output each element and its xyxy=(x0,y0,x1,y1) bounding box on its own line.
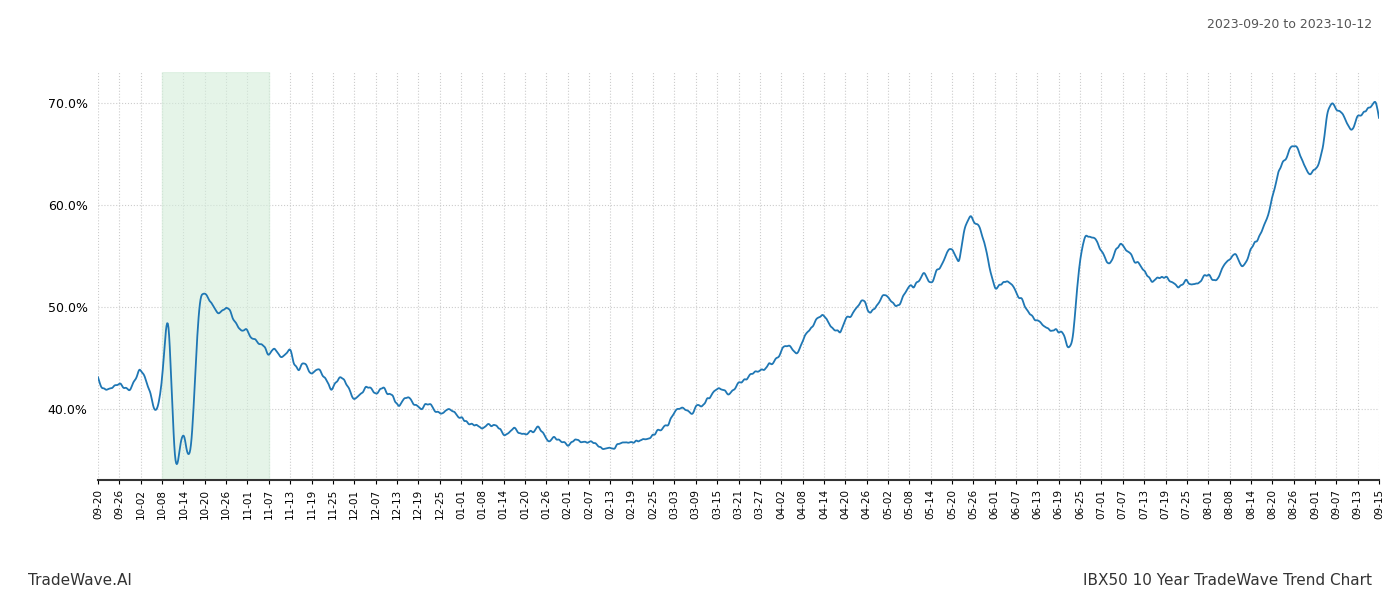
Text: TradeWave.AI: TradeWave.AI xyxy=(28,573,132,588)
Text: IBX50 10 Year TradeWave Trend Chart: IBX50 10 Year TradeWave Trend Chart xyxy=(1084,573,1372,588)
Text: 2023-09-20 to 2023-10-12: 2023-09-20 to 2023-10-12 xyxy=(1207,18,1372,31)
Bar xyxy=(162,72,269,480)
